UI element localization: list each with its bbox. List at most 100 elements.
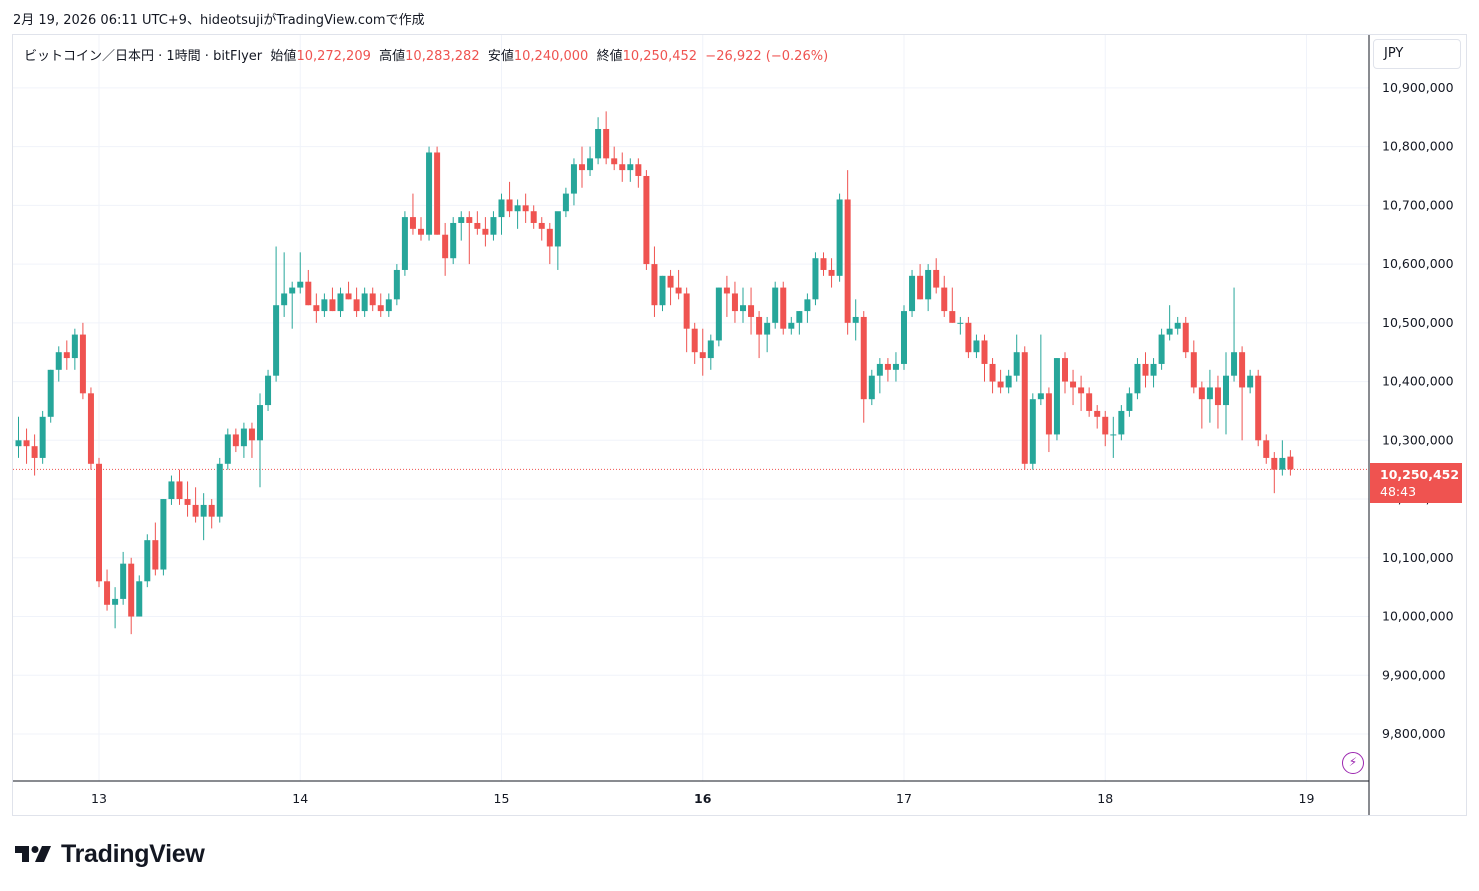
candle <box>345 281 352 300</box>
candle <box>224 428 231 470</box>
candle <box>112 587 119 629</box>
candle <box>651 246 658 317</box>
chart-frame[interactable]: 9,800,000 9,900,000 10,000,000 10,100,000 10… <box>12 34 1467 816</box>
tv-mark-icon <box>15 846 51 862</box>
candle-body <box>1118 410 1125 435</box>
candle <box>836 193 843 282</box>
candlestick-chart[interactable]: 9,800,000 9,900,000 10,000,000 10,100,000 10… <box>13 35 1466 815</box>
time-tick-label: 19 <box>1299 791 1315 806</box>
candle-body <box>273 305 280 376</box>
candle <box>570 158 577 206</box>
candle-body <box>450 222 457 259</box>
candle <box>232 428 239 453</box>
candle <box>23 428 30 464</box>
candle <box>1247 369 1254 394</box>
candle <box>1190 340 1197 394</box>
candle-body <box>1005 375 1012 388</box>
candle <box>522 193 529 223</box>
price-tick-label: 10,000,000 <box>1382 609 1454 624</box>
candle-body <box>748 305 755 317</box>
candle-body <box>345 293 352 300</box>
candle <box>385 293 392 317</box>
candles <box>15 111 1294 635</box>
symbol-label[interactable]: ビットコイン／日本円 · 1時間 · bitFlyer <box>24 49 263 64</box>
candle-body <box>305 281 312 306</box>
candle <box>1214 375 1221 429</box>
candle-body <box>844 199 851 323</box>
candle <box>55 346 62 382</box>
candle-body <box>79 334 86 394</box>
candle-body <box>514 205 521 212</box>
candle <box>1166 305 1173 341</box>
candle-body <box>321 299 328 312</box>
candle <box>160 499 167 576</box>
lightning-icon[interactable]: ⚡ <box>1342 752 1364 774</box>
candle <box>707 334 714 370</box>
candle <box>1239 346 1246 441</box>
candle-body <box>337 293 344 312</box>
candle <box>812 252 819 306</box>
candle-body <box>136 581 143 617</box>
candle-body <box>868 375 875 400</box>
candle <box>240 422 247 458</box>
candle <box>764 316 771 353</box>
candle <box>844 170 851 335</box>
candle-body <box>997 381 1004 388</box>
candle <box>635 158 642 188</box>
candle <box>498 193 505 235</box>
candle-body <box>1142 363 1149 376</box>
candle <box>659 275 666 312</box>
candle-body <box>329 299 336 312</box>
candle-body <box>860 316 867 400</box>
last-price-tag: 10,250,452 48:43 <box>1370 463 1462 503</box>
candle <box>740 287 746 323</box>
candle <box>1271 452 1278 494</box>
candle-body <box>1263 440 1270 458</box>
candle <box>965 316 972 359</box>
currency-selector[interactable]: JPY <box>1373 39 1461 69</box>
candle-body <box>385 299 392 312</box>
candle-body <box>909 275 916 312</box>
candle-body <box>828 269 835 276</box>
candle <box>409 193 416 235</box>
candle-body <box>361 293 368 312</box>
candle-body <box>1126 393 1133 411</box>
candle-body <box>160 499 167 570</box>
candle <box>538 217 545 241</box>
candle <box>265 369 272 411</box>
candle-body <box>232 434 239 447</box>
candle-body <box>1214 387 1221 406</box>
candle <box>772 281 779 329</box>
candle <box>1110 416 1117 458</box>
candle-body <box>1102 416 1109 435</box>
candle-body <box>973 340 980 353</box>
candle-body <box>1255 375 1262 441</box>
candle-body <box>192 504 199 517</box>
time-tick-label: 18 <box>1097 791 1113 806</box>
candle-body <box>933 269 940 288</box>
candle <box>756 311 763 359</box>
candle <box>780 281 787 335</box>
candle-body <box>184 499 191 505</box>
candle-body <box>1190 352 1197 388</box>
candle-body <box>1239 352 1246 388</box>
candle <box>152 522 159 576</box>
candle <box>595 117 602 165</box>
candle <box>216 457 223 523</box>
candle <box>474 211 481 235</box>
candle <box>353 287 360 317</box>
candle <box>587 146 594 176</box>
candle-body <box>265 375 272 406</box>
close-value: 10,250,452 <box>622 49 698 64</box>
candle-body <box>546 228 553 247</box>
candle-body <box>369 293 376 306</box>
candle-body <box>627 164 634 171</box>
candle <box>1118 405 1125 441</box>
candle-body <box>611 158 618 165</box>
candle <box>514 199 521 229</box>
price-tick-label: 10,500,000 <box>1382 315 1454 330</box>
candle <box>79 322 86 400</box>
candle <box>47 369 54 423</box>
candle <box>128 557 135 635</box>
candle-body <box>112 598 119 605</box>
